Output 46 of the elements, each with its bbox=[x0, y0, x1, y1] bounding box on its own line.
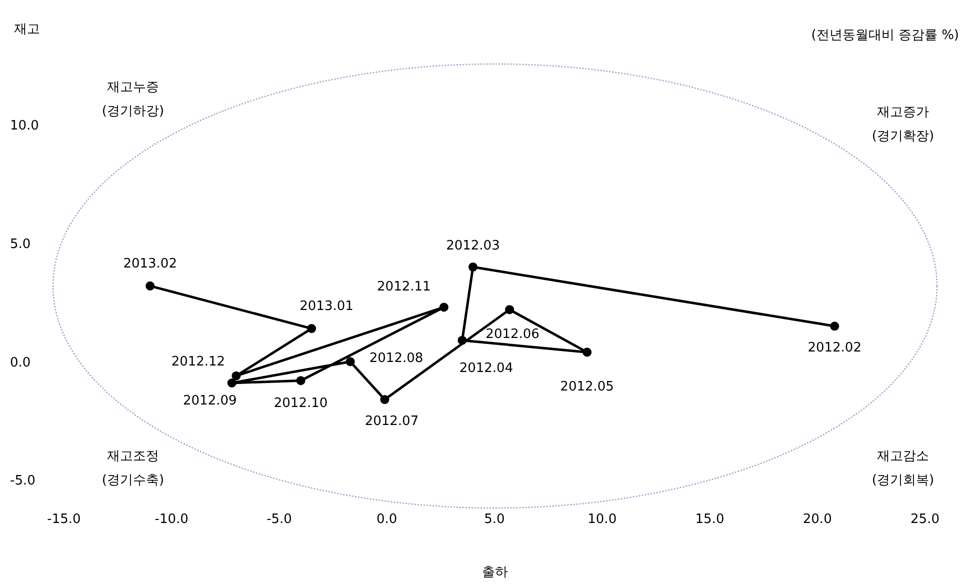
point bbox=[296, 376, 306, 386]
x-tick-label: -15.0 bbox=[47, 512, 81, 528]
point bbox=[146, 281, 155, 290]
y-tick-label: 0.0 bbox=[10, 355, 31, 370]
annotation: 2012.05 bbox=[560, 380, 614, 395]
point bbox=[227, 378, 236, 388]
point bbox=[380, 395, 390, 404]
annotation: 2012.04 bbox=[459, 360, 514, 376]
annotation: 2012.02 bbox=[808, 340, 862, 356]
annotation: 재고조정 (경기수축) bbox=[100, 448, 166, 490]
chart-subtitle: (전년동월대비 증감률 %) bbox=[811, 27, 959, 44]
point bbox=[582, 348, 592, 357]
annotation: 2013.02 bbox=[123, 256, 177, 272]
x-tick-label: 15.0 bbox=[695, 512, 724, 528]
y-tick-label: 10.0 bbox=[10, 118, 39, 134]
annotation: 2012.06 bbox=[486, 327, 540, 342]
y-tick-label: 5.0 bbox=[10, 236, 31, 252]
x-axis-title: 출하 bbox=[482, 564, 508, 581]
x-tick-label: -5.0 bbox=[266, 512, 292, 528]
x-tick-label: 10.0 bbox=[588, 512, 617, 528]
point bbox=[458, 336, 467, 345]
y-tick-label: -5.0 bbox=[10, 474, 36, 489]
x-tick-label: 5.0 bbox=[484, 512, 505, 528]
annotation: 2012.08 bbox=[369, 351, 424, 366]
x-tick-label: 20.0 bbox=[802, 512, 832, 528]
annotation: 2012.11 bbox=[377, 280, 431, 295]
annotation: 2012.10 bbox=[274, 396, 328, 412]
text: 재고 bbox=[13, 21, 41, 39]
annotation: 2012.03 bbox=[446, 238, 500, 254]
annotation: 2012.07 bbox=[364, 414, 419, 430]
point bbox=[468, 262, 478, 272]
point bbox=[307, 324, 316, 334]
x-tick-label: 0.0 bbox=[376, 512, 398, 528]
x-tick-label: 25.0 bbox=[910, 512, 940, 528]
point bbox=[346, 357, 355, 366]
point bbox=[505, 305, 514, 314]
annotation: 재고증가 (경기확장) bbox=[870, 104, 936, 146]
point bbox=[439, 302, 448, 312]
annotation: 2013.01 bbox=[300, 299, 354, 314]
annotation: 재고감소 (경기회복) bbox=[870, 448, 936, 490]
point bbox=[232, 371, 241, 380]
point bbox=[830, 322, 840, 331]
text: 재고누증 (경기하강) bbox=[100, 79, 166, 121]
annotation: 2012.12 bbox=[171, 354, 226, 370]
x-tick-label: -10.0 bbox=[154, 512, 188, 528]
annotation: 2012.09 bbox=[183, 393, 237, 408]
